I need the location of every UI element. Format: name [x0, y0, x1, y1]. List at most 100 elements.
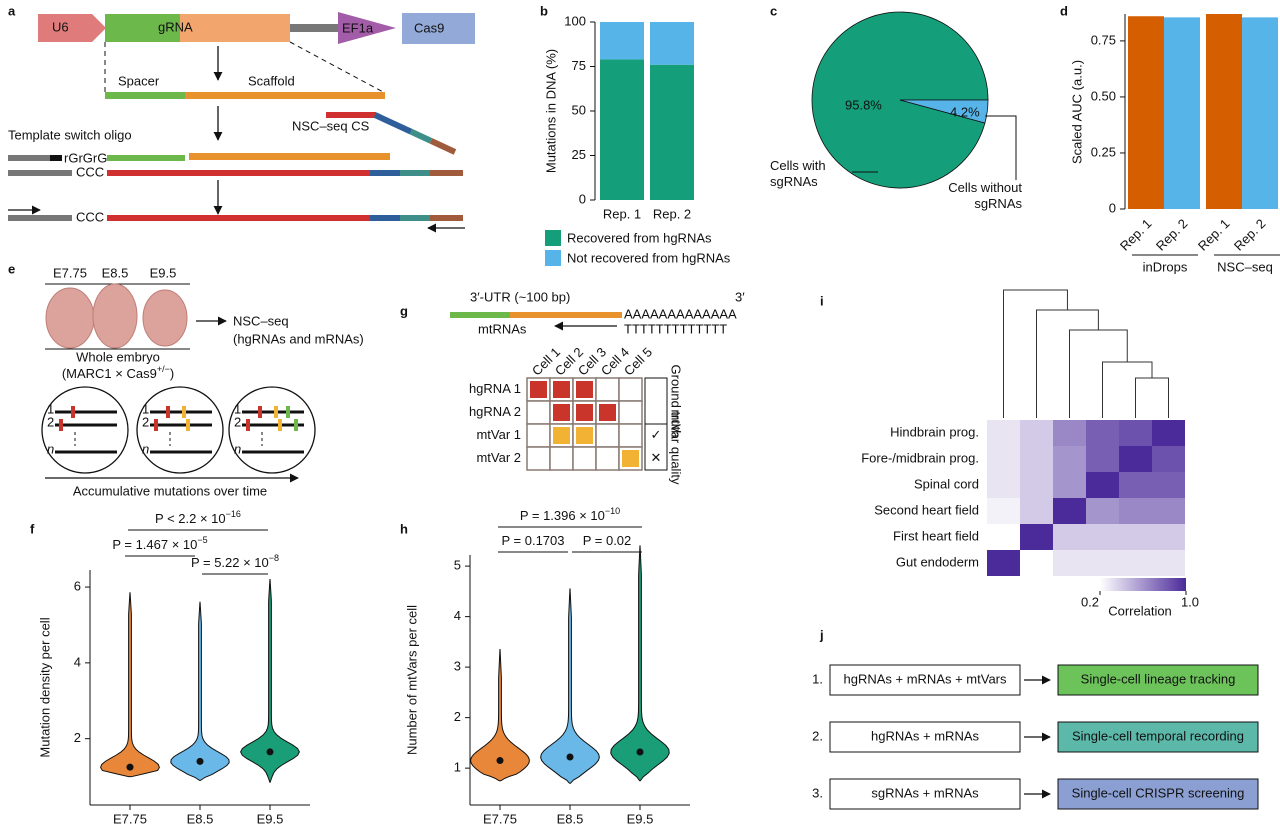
stage-label: E9.5 — [150, 265, 177, 280]
y-axis-label: Mutation density per cell — [37, 617, 52, 757]
y-tick-label: 75 — [572, 58, 586, 73]
violin — [240, 578, 300, 783]
label: mtRNAs — [478, 321, 527, 336]
heatmap-cell — [1020, 420, 1053, 446]
bar — [1206, 14, 1242, 209]
median-point — [126, 763, 134, 771]
output-box — [1057, 721, 1259, 753]
p-text: P = 0.02 — [583, 533, 632, 548]
p-text: P = 1.396 × 10 — [520, 508, 605, 523]
heatmap-cell — [1020, 446, 1053, 472]
mutation — [246, 419, 250, 431]
mutation — [59, 419, 63, 431]
grid-cell — [595, 446, 620, 471]
label: (hgRNAs and mRNAs) — [233, 331, 364, 346]
median-point — [496, 757, 504, 765]
mutation — [71, 406, 75, 418]
x-tick-label: E8.5 — [557, 811, 584, 826]
value-label: 4.2% — [950, 104, 980, 119]
cs-bar — [326, 112, 376, 118]
y-tick-label: 25 — [572, 147, 586, 162]
bar-segment — [600, 59, 644, 200]
label: NSC–seq CS — [292, 118, 370, 133]
input-label: sgRNAs + mRNAs — [871, 785, 979, 800]
y-tick-label: 0 — [1109, 200, 1116, 215]
cell-mark — [530, 381, 547, 398]
label: Accumulative mutations over time — [73, 483, 267, 498]
cdna-segment — [370, 170, 400, 176]
heatmap-cell — [1119, 472, 1152, 498]
row-label: First heart field — [893, 528, 979, 543]
heatmap-cell — [1053, 472, 1086, 498]
p-value: P = 0.1703 — [501, 533, 564, 548]
bar — [1164, 17, 1200, 210]
heatmap-cell — [1020, 524, 1053, 550]
p-value: P < 2.2 × 10−16 — [155, 509, 241, 526]
heatmap-cell — [987, 472, 1020, 498]
colorbar-label: Correlation — [1108, 603, 1172, 618]
x-tick-label: Rep. 2 — [1231, 216, 1269, 254]
dendrogram — [1036, 309, 1099, 418]
label: CCC — [76, 209, 104, 224]
grid-cell — [526, 423, 551, 448]
label: gRNA — [158, 19, 193, 34]
chromosome-label: n — [234, 441, 241, 456]
step-number: 3. — [812, 785, 823, 800]
bar-segment — [650, 22, 694, 65]
cell-circle — [228, 386, 316, 474]
label: Spacer — [118, 73, 160, 88]
heatmap-cell — [1152, 550, 1185, 576]
panel-letter: b — [540, 3, 548, 18]
p-value: P = 0.02 — [583, 533, 632, 548]
genotype-end: ) — [170, 366, 174, 381]
cell-mark — [576, 381, 593, 398]
mutation — [286, 406, 290, 418]
heatmap-cell — [987, 420, 1020, 446]
group-label: inDrops — [1143, 259, 1188, 274]
label: 3′-UTR (~100 bp) — [470, 289, 570, 304]
y-tick-label: 2 — [454, 709, 461, 724]
y-tick-label: 4 — [74, 654, 81, 669]
y-axis-label: Number of mtVars per cell — [404, 605, 419, 755]
ef1a-promoter — [338, 12, 396, 44]
utr-green — [450, 312, 510, 318]
cell-mark — [553, 404, 570, 421]
x-tick-label: Rep. 1 — [603, 206, 641, 221]
output-label: Single-cell CRISPR screening — [1072, 785, 1245, 800]
bar — [1242, 17, 1278, 210]
side-box — [644, 377, 668, 425]
row-label: hgRNA 2 — [469, 404, 521, 419]
y-tick-label: 50 — [572, 102, 586, 117]
stage-label: E7.75 — [53, 265, 87, 280]
output-label: Single-cell temporal recording — [1072, 728, 1244, 743]
bar — [1128, 16, 1164, 209]
y-tick-label: 0.75 — [1091, 32, 1116, 47]
panel-letter: j — [819, 627, 824, 642]
x-tick-label: Rep. 2 — [653, 206, 691, 221]
label: U6 — [52, 19, 69, 34]
value-label: 95.8% — [845, 97, 882, 112]
grid-cell — [618, 423, 643, 448]
row-label: Gut endoderm — [896, 554, 979, 569]
legend-label: Not recovered from hgRNAs — [567, 250, 731, 265]
panel-letter: i — [820, 293, 824, 308]
y-tick-label: 2 — [74, 730, 81, 745]
heatmap-cell — [1053, 524, 1086, 550]
row-label: Second heart field — [874, 502, 979, 517]
oligo — [8, 155, 50, 161]
cas9 — [402, 13, 475, 44]
side-label: Ground truth — [669, 365, 684, 438]
median-point — [266, 748, 274, 756]
cross: ✕ — [651, 450, 662, 465]
panel-letter: f — [30, 521, 35, 536]
grid-cell — [618, 377, 643, 402]
genotype-text: (MARC1 × Cas9 — [62, 366, 157, 381]
y-tick-label: 6 — [74, 578, 81, 593]
side-box — [644, 423, 668, 471]
cell-mark — [576, 427, 593, 444]
heatmap-cell — [1086, 524, 1119, 550]
cdna-segment — [430, 170, 463, 176]
x-tick-label: Rep. 2 — [1153, 216, 1191, 254]
